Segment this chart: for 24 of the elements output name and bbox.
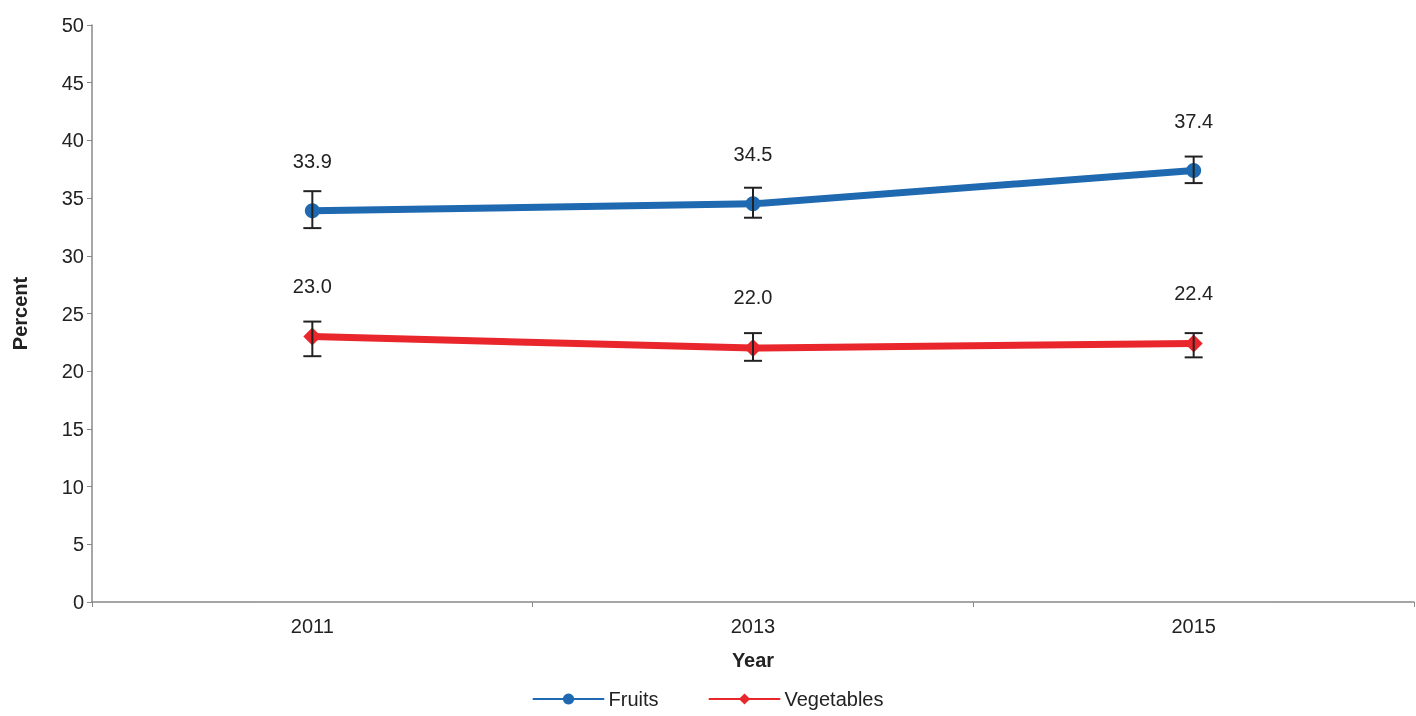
x-tick-label: 2013 [730, 615, 776, 637]
y-tick-label: 40 [61, 129, 84, 152]
data-label: 22.0 [733, 286, 773, 309]
x-axis-title: Year [731, 649, 775, 671]
y-tick-label: 30 [61, 244, 84, 267]
y-tick-label: 10 [61, 475, 84, 498]
data-label: 22.4 [1174, 281, 1214, 304]
x-tick-label: 2015 [1171, 615, 1216, 637]
y-tick-label: 15 [61, 417, 84, 440]
y-tick-label: 25 [61, 302, 84, 325]
data-label: 23.0 [292, 274, 332, 297]
y-tick-label: 0 [72, 591, 84, 613]
legend-label: Fruits [608, 688, 659, 710]
x-tick-label: 2011 [290, 615, 334, 637]
y-axis-title: Percent [9, 276, 31, 351]
y-tick-label: 35 [61, 187, 84, 210]
y-tick-label: 5 [72, 533, 84, 556]
y-tick-label: 50 [61, 14, 84, 36]
y-tick-label: 20 [61, 360, 84, 383]
data-label: 33.9 [292, 150, 332, 173]
data-label: 34.5 [733, 143, 773, 166]
data-label: 37.4 [1174, 109, 1214, 132]
y-tick-label: 45 [61, 71, 84, 94]
legend-label: Vegetables [784, 688, 884, 710]
